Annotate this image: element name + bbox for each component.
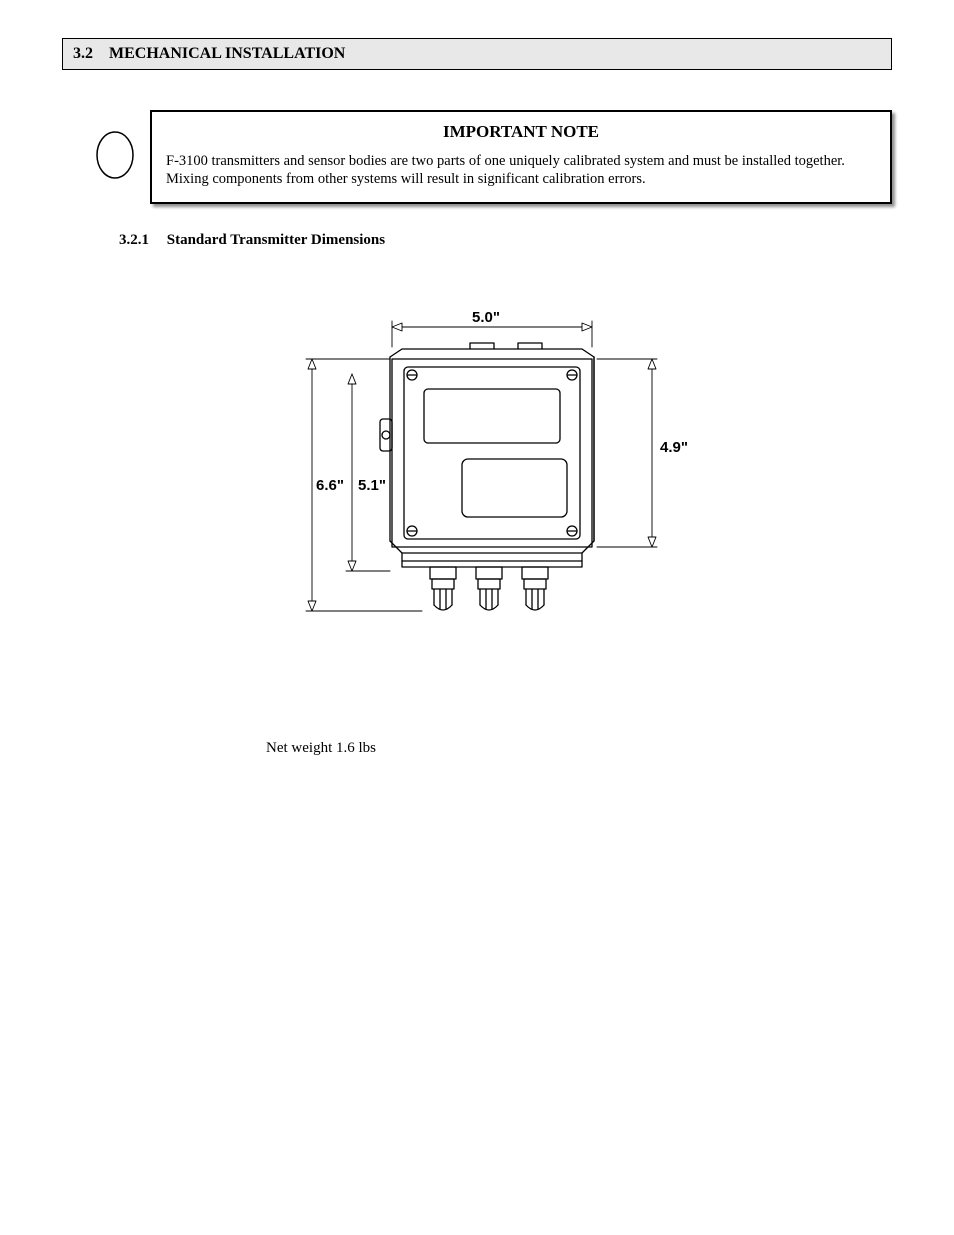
dim-height-left-outer: 6.6"	[316, 477, 344, 494]
subsection: 3.2.1 Standard Transmitter Dimensions	[119, 232, 892, 249]
figure-weight: Net weight 1.6 lbs	[266, 740, 376, 757]
note-icon-wrap	[80, 110, 150, 180]
transmitter-drawing	[262, 309, 692, 689]
section-header: 3.2 MECHANICAL INSTALLATION	[62, 38, 892, 70]
section-title: MECHANICAL INSTALLATION	[109, 45, 345, 62]
note-box: IMPORTANT NOTE F-3100 transmitters and s…	[150, 110, 892, 204]
dim-width-top: 5.0"	[472, 309, 500, 326]
section-number: 3.2	[73, 45, 93, 62]
dim-height-left-inner: 5.1"	[358, 477, 386, 494]
dim-height-right: 4.9"	[660, 439, 688, 456]
figure: 5.0" 4.9" 6.6" 5.1"	[262, 309, 692, 689]
note-title: IMPORTANT NOTE	[166, 122, 876, 142]
note-icon	[93, 130, 137, 180]
note-row: IMPORTANT NOTE F-3100 transmitters and s…	[80, 110, 892, 204]
page: 3.2 MECHANICAL INSTALLATION IMPORTANT NO…	[0, 0, 954, 1235]
subsection-title: 3.2.1 Standard Transmitter Dimensions	[119, 232, 892, 249]
subsection-title-text: Standard Transmitter Dimensions	[167, 232, 385, 248]
subsection-number: 3.2.1	[119, 232, 149, 248]
note-body: F-3100 transmitters and sensor bodies ar…	[166, 152, 876, 188]
